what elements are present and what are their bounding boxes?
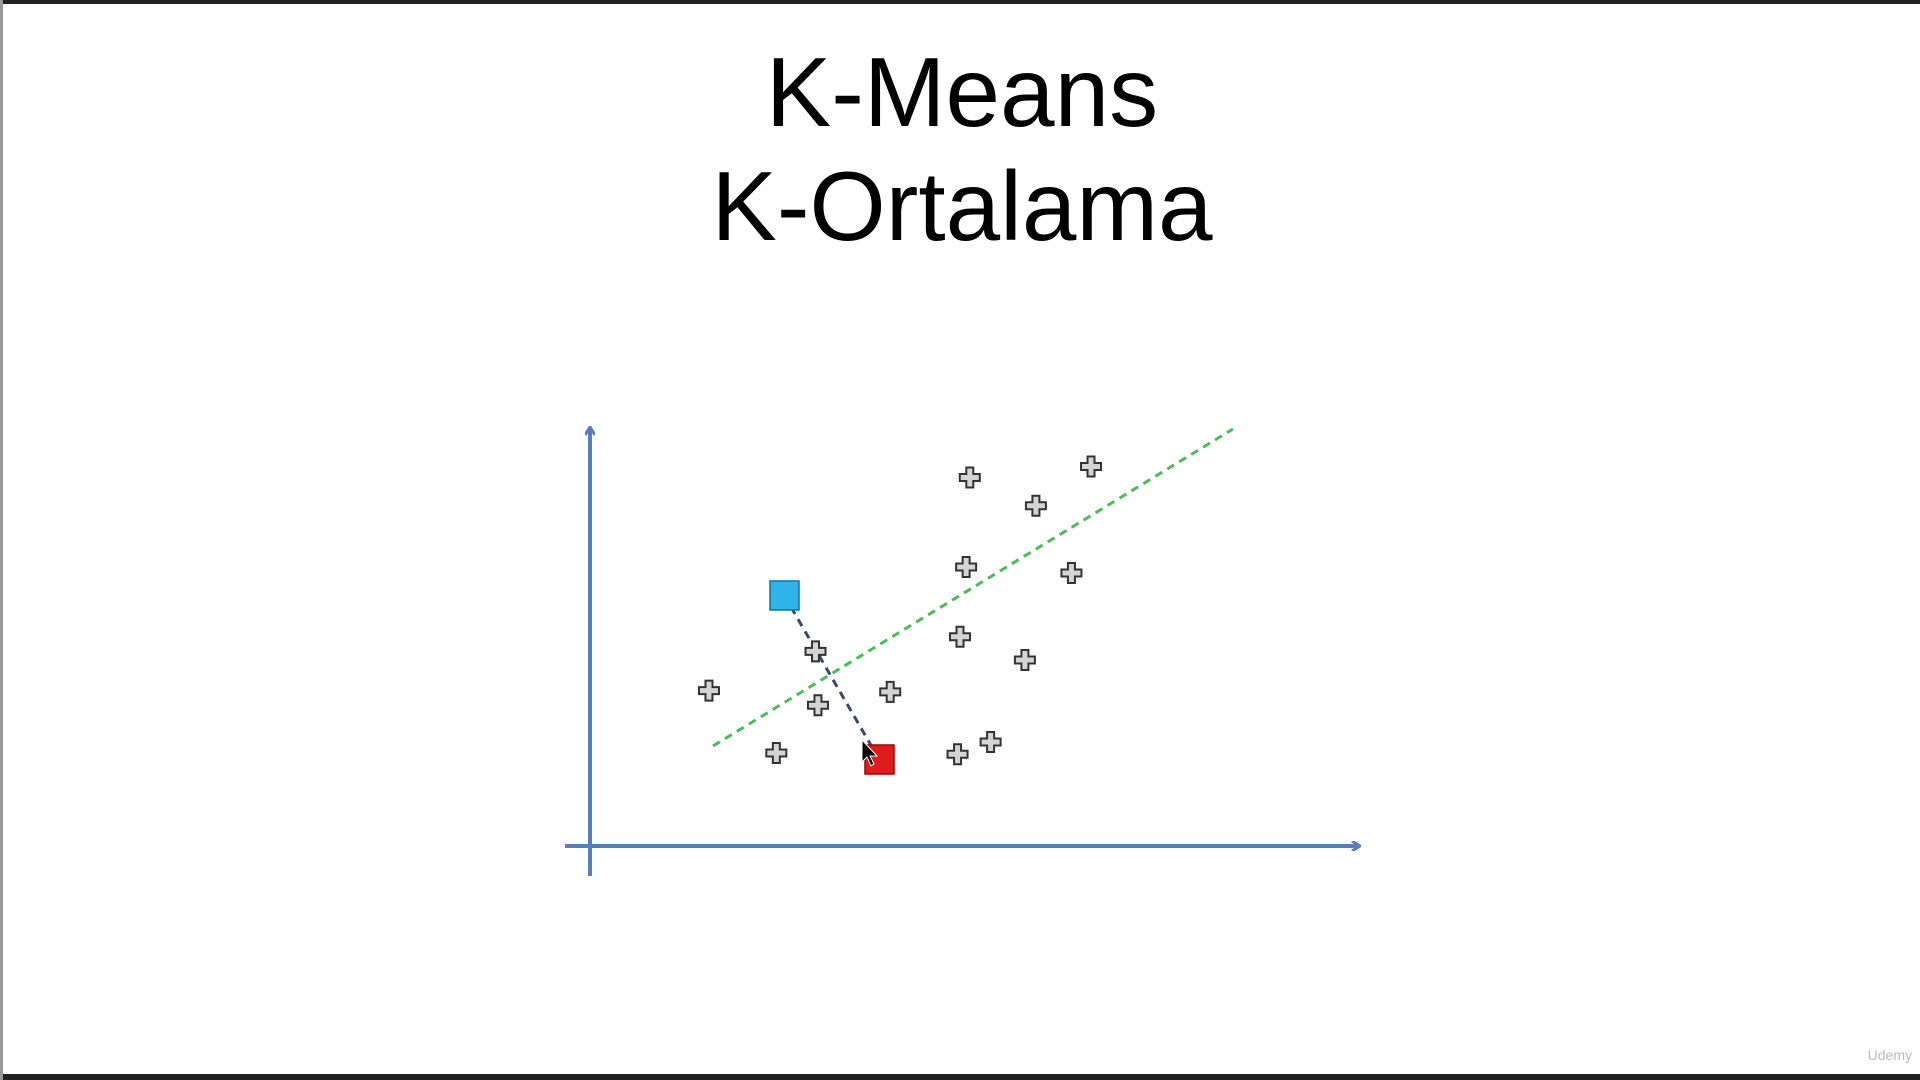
separator-line [712, 427, 1234, 748]
distance-line [782, 594, 874, 748]
data-point [949, 625, 971, 648]
data-point [955, 555, 978, 578]
top-border [0, 0, 1920, 4]
data-point [946, 743, 969, 766]
data-point [1013, 649, 1036, 671]
data-point [1080, 455, 1103, 478]
left-border [0, 0, 3, 1080]
centroid-blue [769, 580, 800, 611]
data-point [879, 680, 902, 703]
data-point [806, 694, 829, 717]
title-line: K-Means [766, 37, 1158, 147]
data-point [804, 640, 827, 663]
cursor [861, 738, 879, 767]
data-point [958, 466, 981, 489]
watermark: Udemy [1868, 1047, 1912, 1063]
data-point [1024, 494, 1047, 517]
data-point [979, 731, 1002, 754]
data-point [1060, 562, 1083, 585]
title-line: K-Ortalama [711, 151, 1213, 261]
bottom-border [0, 1074, 1920, 1080]
data-point [765, 742, 788, 765]
data-point [697, 679, 720, 702]
data-points [697, 455, 1103, 766]
